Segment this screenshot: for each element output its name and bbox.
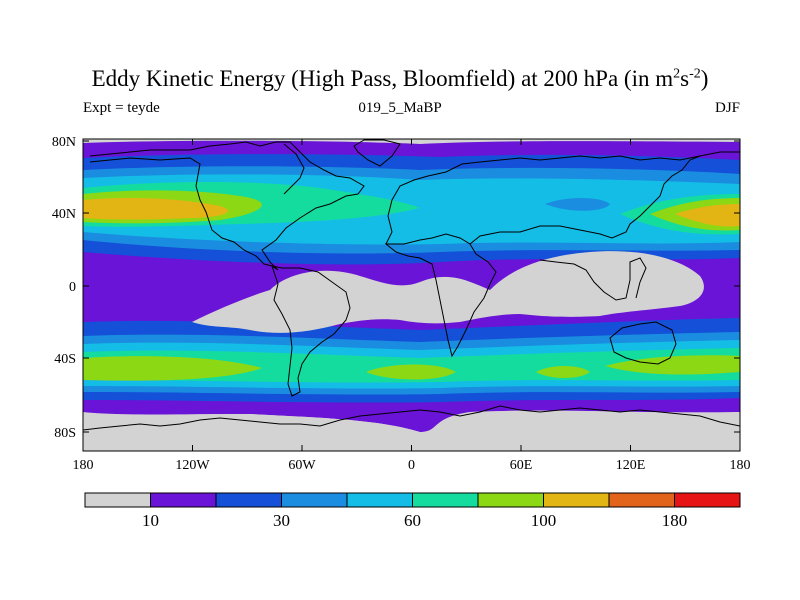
season-label: DJF [714, 100, 740, 116]
y-tick-label: 80N [52, 135, 76, 150]
colorbar-label: 30 [273, 511, 290, 530]
colorbar-box [215, 492, 282, 508]
contour-lime-s [83, 355, 740, 381]
colorbar-box [346, 492, 413, 508]
contour-gold-n [83, 198, 740, 227]
colorbar-label: 10 [142, 511, 159, 530]
colorbar-label: 60 [404, 511, 421, 530]
experiment-label: Expt = teyde [83, 100, 160, 116]
x-tick-label: 180 [73, 458, 94, 473]
x-tick-label: 120W [175, 458, 210, 473]
x-tick-label: 60E [510, 458, 533, 473]
plot-title: Eddy Kinetic Energy (High Pass, Bloomfie… [91, 66, 709, 91]
colorbar-box [412, 492, 479, 508]
run-id-label: 019_5_MaBP [358, 100, 442, 116]
contour-grey-eq [192, 251, 704, 333]
contour-lime-n [83, 190, 740, 231]
colorbar-box [674, 492, 741, 508]
colorbar-box [608, 492, 675, 508]
x-tick-label: 60W [288, 458, 316, 473]
colorbar-label: 100 [531, 511, 557, 530]
y-tick-label: 40N [52, 207, 76, 222]
colorbar-label: 180 [662, 511, 688, 530]
x-tick-label: 180 [730, 458, 751, 473]
map-axes: 80N 40N 0 40S 80S 180 120W 60W 0 60E 120E 180 [52, 135, 751, 473]
x-tick-label: 120E [616, 458, 646, 473]
colorbar-box [150, 492, 217, 508]
y-tick-label: 0 [69, 280, 76, 295]
colorbar-box [477, 492, 544, 508]
y-tick-label: 80S [54, 426, 76, 441]
map-field [83, 139, 740, 451]
colorbar-box [543, 492, 610, 508]
colorbar: 10 30 60 100 180 [84, 492, 741, 530]
x-tick-label: 0 [408, 458, 415, 473]
colorbar-box [84, 492, 151, 508]
coastlines [83, 139, 740, 431]
colorbar-box [281, 492, 348, 508]
contour-green-n [83, 182, 740, 235]
y-tick-label: 40S [54, 352, 76, 367]
contour-medblue-blob [545, 198, 610, 211]
